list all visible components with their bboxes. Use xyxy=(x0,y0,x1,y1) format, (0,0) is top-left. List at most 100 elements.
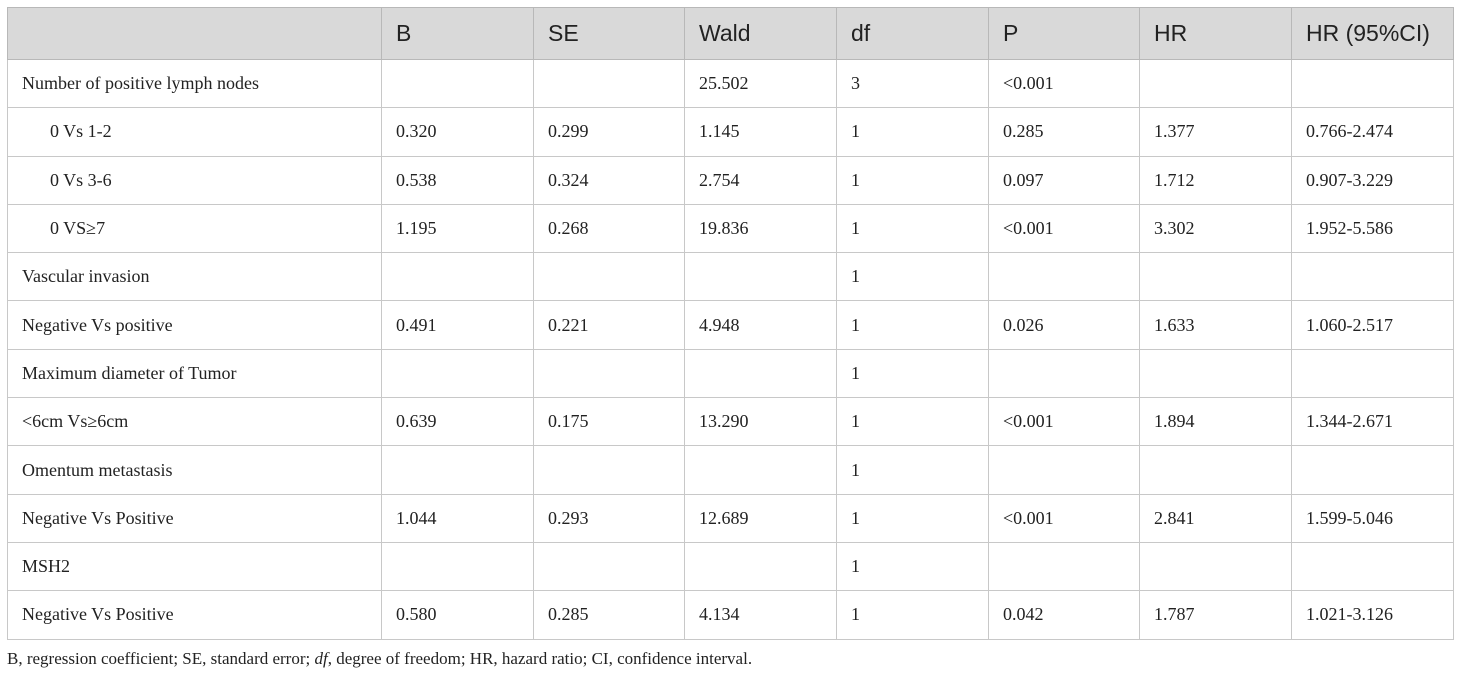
table-row: Maximum diameter of Tumor 1 xyxy=(7,348,1454,399)
header-cell-p: P xyxy=(988,7,1140,60)
cell-variable: 0 Vs 3-6 xyxy=(7,155,382,205)
cell-b: 1.195 xyxy=(381,203,534,254)
cell-df: 1 xyxy=(836,397,989,447)
header-cell-df: df xyxy=(836,7,989,60)
cell-b xyxy=(381,252,534,302)
cell-variable: 0 Vs 1-2 xyxy=(7,107,382,157)
cell-p: 0.026 xyxy=(988,300,1140,350)
cell-df: 1 xyxy=(836,590,989,640)
cell-se: 0.221 xyxy=(533,300,685,350)
cell-wald: 4.134 xyxy=(684,590,837,640)
results-table-container: B SE Wald df P HR HR (95%CI) Number of p… xyxy=(7,7,1454,640)
cell-variable: MSH2 xyxy=(7,541,382,592)
cell-p: <0.001 xyxy=(988,493,1140,543)
cell-hr: 1.787 xyxy=(1139,590,1292,640)
table-row: Number of positive lymph nodes 25.502 3 <0.… xyxy=(7,58,1454,109)
cell-hr: 1.377 xyxy=(1139,107,1292,157)
cell-hr-ci: 1.599-5.046 xyxy=(1291,493,1454,543)
cell-variable: <6cm Vs≥6cm xyxy=(7,397,382,447)
cell-p: 0.042 xyxy=(988,590,1140,640)
cell-variable: Negative Vs positive xyxy=(7,300,382,350)
cell-wald: 1.145 xyxy=(684,107,837,157)
cell-variable: Number of positive lymph nodes xyxy=(7,58,382,109)
table-row: 0 Vs 3-6 0.538 0.324 2.754 1 0.097 1.712 0.907-… xyxy=(7,155,1454,205)
cell-variable: 0 VS≥7 xyxy=(7,203,382,254)
cell-variable: Negative Vs Positive xyxy=(7,590,382,640)
cell-b: 0.491 xyxy=(381,300,534,350)
cell-se xyxy=(533,252,685,302)
cell-df: 1 xyxy=(836,155,989,205)
cell-wald: 4.948 xyxy=(684,300,837,350)
cell-wald xyxy=(684,445,837,495)
cell-wald: 19.836 xyxy=(684,203,837,254)
cell-se xyxy=(533,348,685,399)
cell-hr-ci: 1.952-5.586 xyxy=(1291,203,1454,254)
cell-b: 0.538 xyxy=(381,155,534,205)
cell-hr xyxy=(1139,445,1292,495)
header-cell-wald: Wald xyxy=(684,7,837,60)
cell-se: 0.285 xyxy=(533,590,685,640)
cell-hr-ci xyxy=(1291,252,1454,302)
cell-hr xyxy=(1139,58,1292,109)
cell-wald: 25.502 xyxy=(684,58,837,109)
cell-p: <0.001 xyxy=(988,203,1140,254)
table-body: Number of positive lymph nodes 25.502 3 <0.… xyxy=(7,58,1454,640)
table-row: Negative Vs positive 0.491 0.221 4.948 1 0.02… xyxy=(7,300,1454,350)
cell-hr xyxy=(1139,252,1292,302)
header-row: B SE Wald df P HR HR (95%CI) xyxy=(7,7,1454,60)
cell-b: 0.639 xyxy=(381,397,534,447)
cell-hr-ci: 1.060-2.517 xyxy=(1291,300,1454,350)
cell-hr-ci xyxy=(1291,541,1454,592)
cell-se xyxy=(533,541,685,592)
table-row: <6cm Vs≥6cm 0.639 0.175 13.290 1 <0.001 1.894 1… xyxy=(7,397,1454,447)
cell-wald: 13.290 xyxy=(684,397,837,447)
table-row: Negative Vs Positive 0.580 0.285 4.134 1 0.04… xyxy=(7,590,1454,640)
table-row: Negative Vs Positive 1.044 0.293 12.689 1 <0.… xyxy=(7,493,1454,543)
cell-b xyxy=(381,58,534,109)
cell-wald: 12.689 xyxy=(684,493,837,543)
cell-se: 0.268 xyxy=(533,203,685,254)
cell-hr: 1.712 xyxy=(1139,155,1292,205)
cell-hr-ci xyxy=(1291,445,1454,495)
table-row: Omentum metastasis 1 xyxy=(7,445,1454,495)
cell-b: 1.044 xyxy=(381,493,534,543)
cell-se: 0.324 xyxy=(533,155,685,205)
cell-wald xyxy=(684,348,837,399)
cell-p: 0.285 xyxy=(988,107,1140,157)
cell-hr: 2.841 xyxy=(1139,493,1292,543)
cell-variable: Negative Vs Positive xyxy=(7,493,382,543)
table-row: 0 VS≥7 1.195 0.268 19.836 1 <0.001 3.302 1.952-… xyxy=(7,203,1454,254)
footnote-text-1: B, regression coefficient; SE, standard … xyxy=(7,649,315,668)
cell-wald xyxy=(684,541,837,592)
cell-b xyxy=(381,445,534,495)
table-row: Vascular invasion 1 xyxy=(7,252,1454,302)
cell-df: 1 xyxy=(836,348,989,399)
cell-df: 1 xyxy=(836,541,989,592)
cell-hr-ci: 0.766-2.474 xyxy=(1291,107,1454,157)
cell-b: 0.320 xyxy=(381,107,534,157)
header-cell-b: B xyxy=(381,7,534,60)
cell-df: 1 xyxy=(836,107,989,157)
cell-hr-ci: 1.021-3.126 xyxy=(1291,590,1454,640)
cell-df: 1 xyxy=(836,252,989,302)
cell-hr: 1.894 xyxy=(1139,397,1292,447)
header-cell-variable xyxy=(7,7,382,60)
cell-df: 1 xyxy=(836,203,989,254)
cell-se: 0.299 xyxy=(533,107,685,157)
cell-b xyxy=(381,541,534,592)
cell-se: 0.175 xyxy=(533,397,685,447)
cell-p xyxy=(988,541,1140,592)
cell-variable: Maximum diameter of Tumor xyxy=(7,348,382,399)
header-cell-se: SE xyxy=(533,7,685,60)
cell-hr-ci: 0.907-3.229 xyxy=(1291,155,1454,205)
table-header: B SE Wald df P HR HR (95%CI) xyxy=(7,7,1454,60)
cell-df: 1 xyxy=(836,445,989,495)
cell-df: 3 xyxy=(836,58,989,109)
cell-p: <0.001 xyxy=(988,397,1140,447)
header-cell-hr: HR xyxy=(1139,7,1292,60)
cell-p: 0.097 xyxy=(988,155,1140,205)
cell-p xyxy=(988,252,1140,302)
cell-se xyxy=(533,58,685,109)
table-row: 0 Vs 1-2 0.320 0.299 1.145 1 0.285 1.377 0.766-… xyxy=(7,107,1454,157)
table-footnote: B, regression coefficient; SE, standard … xyxy=(7,649,752,669)
